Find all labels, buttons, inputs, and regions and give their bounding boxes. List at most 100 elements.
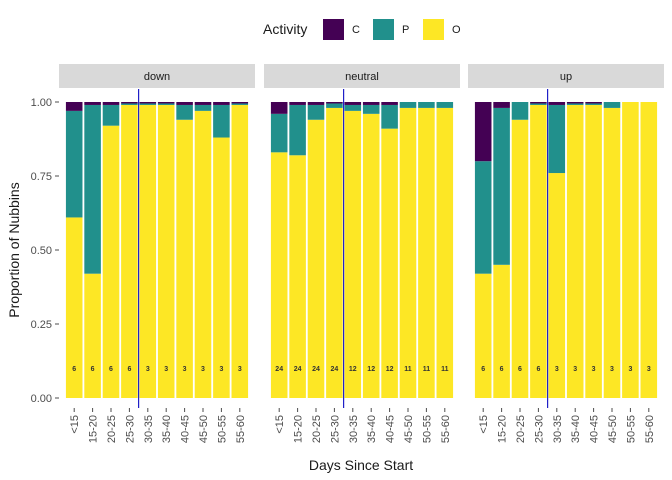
bar-segment-o <box>622 102 639 398</box>
facet-strip <box>264 64 460 88</box>
legend-label-p: P <box>402 24 409 36</box>
x-tick-label: 50-55 <box>625 415 637 443</box>
bar-segment-p <box>307 104 325 120</box>
count-label: 11 <box>441 366 449 373</box>
bar-segment-c <box>585 102 602 104</box>
legend-key-p <box>373 19 394 40</box>
bar-segment-p <box>511 102 529 120</box>
bar-segment-p <box>603 102 621 108</box>
count-label: 12 <box>349 366 357 373</box>
bar-segment-p <box>493 107 510 265</box>
count-label: 3 <box>201 366 205 373</box>
x-tick-label: 25-30 <box>329 415 341 443</box>
count-label: 3 <box>592 366 596 373</box>
bar-segment-p <box>548 104 566 174</box>
x-tick-label: 20-25 <box>106 415 118 443</box>
bar-segment-c <box>176 102 193 105</box>
bar-segment-o <box>307 119 325 398</box>
y-axis: 0.00 0.25 0.50 0.75 1.00 <box>31 97 59 405</box>
x-axis-title: Days Since Start <box>309 457 413 473</box>
bar-segment-p <box>585 103 602 105</box>
bar-segment-c <box>530 102 547 104</box>
bar-segment-o <box>121 104 138 399</box>
bar-segment-c <box>270 102 288 114</box>
bar-segment-c <box>344 102 362 105</box>
x-tick-label: 40-45 <box>385 415 397 443</box>
bar-segment-o <box>548 173 566 398</box>
bar-segment-o <box>566 104 584 399</box>
count-label: 6 <box>518 366 522 373</box>
bar-segment-c <box>474 102 492 162</box>
legend: Activity C P O <box>263 19 461 40</box>
x-tick-label: 50-55 <box>421 415 433 443</box>
x-tick-label: 25-30 <box>533 415 545 443</box>
x-tick-label: 35-40 <box>570 415 582 443</box>
x-tick-label: 20-25 <box>515 415 527 443</box>
bar-segment-p <box>344 104 362 111</box>
count-label: 6 <box>72 366 76 373</box>
facet-strip <box>468 64 664 88</box>
legend-label-o: O <box>452 24 461 36</box>
facet-strip-label: up <box>560 71 572 83</box>
bar-segment-c <box>231 102 249 104</box>
x-tick-label: 55-60 <box>644 415 656 443</box>
bar-segment-o <box>585 104 602 399</box>
x-tick-label: <15 <box>478 415 490 434</box>
count-label: 11 <box>423 366 431 373</box>
bar-segment-c <box>139 102 157 104</box>
bar-segment-p <box>326 103 343 108</box>
bar-segment-o <box>289 155 306 398</box>
count-label: 3 <box>164 366 168 373</box>
count-label: 3 <box>628 366 632 373</box>
bar-segment-o <box>418 107 435 399</box>
bar-segment-o <box>326 107 343 399</box>
bar-segment-p <box>381 104 398 129</box>
bar-segment-c <box>65 102 83 111</box>
bar-segment-c <box>213 102 230 105</box>
count-label: 24 <box>294 366 302 373</box>
x-tick-label: 30-35 <box>552 415 564 443</box>
bar-segment-o <box>493 264 510 398</box>
bar-segment-c <box>194 102 212 105</box>
x-tick-label: 55-60 <box>440 415 452 443</box>
count-label: 11 <box>404 366 412 373</box>
bar-segment-o <box>157 104 175 399</box>
facet-panels: down 6 <15 6 15-20 6 20-25 6 25-30 3 30-35 3 35-40 3 4… <box>59 64 664 443</box>
bar-segment-o <box>362 113 380 398</box>
bar-segment-o <box>65 217 83 398</box>
x-tick-label: <15 <box>274 415 286 434</box>
bar-segment-c <box>548 102 566 105</box>
count-label: 3 <box>219 366 223 373</box>
bar-segment-o <box>176 119 193 398</box>
bar-segment-p <box>84 104 101 274</box>
x-tick-label: 45-50 <box>403 415 415 443</box>
bar-segment-p <box>65 110 83 218</box>
x-tick-label: 30-35 <box>143 415 155 443</box>
x-tick-label: 55-60 <box>235 415 247 443</box>
bar-segment-o <box>530 104 547 399</box>
x-tick-label: 45-50 <box>198 415 210 443</box>
x-tick-label: 40-45 <box>589 415 601 443</box>
x-tick-label: 15-20 <box>88 415 100 443</box>
count-label: 24 <box>331 366 339 373</box>
legend-label-c: C <box>352 24 360 36</box>
count-label: 3 <box>238 366 242 373</box>
legend-title: Activity <box>263 21 307 37</box>
count-label: 24 <box>312 366 320 373</box>
bar-segment-p <box>566 103 584 105</box>
count-label: 3 <box>183 366 187 373</box>
bar-segment-p <box>474 161 492 274</box>
bar-segment-o <box>474 273 492 398</box>
bar-segment-o <box>603 107 621 399</box>
bar-segment-c <box>102 102 120 105</box>
bar-segment-o <box>399 107 417 399</box>
bar-segment-c <box>381 102 398 105</box>
x-tick-label: <15 <box>69 415 81 434</box>
y-tick-label: 0.25 <box>31 319 52 331</box>
count-label: 6 <box>109 366 113 373</box>
bar-segment-o <box>231 104 249 399</box>
bar-segment-p <box>530 103 547 105</box>
bar-segment-o <box>436 107 454 399</box>
bar-segment-o <box>344 110 362 398</box>
